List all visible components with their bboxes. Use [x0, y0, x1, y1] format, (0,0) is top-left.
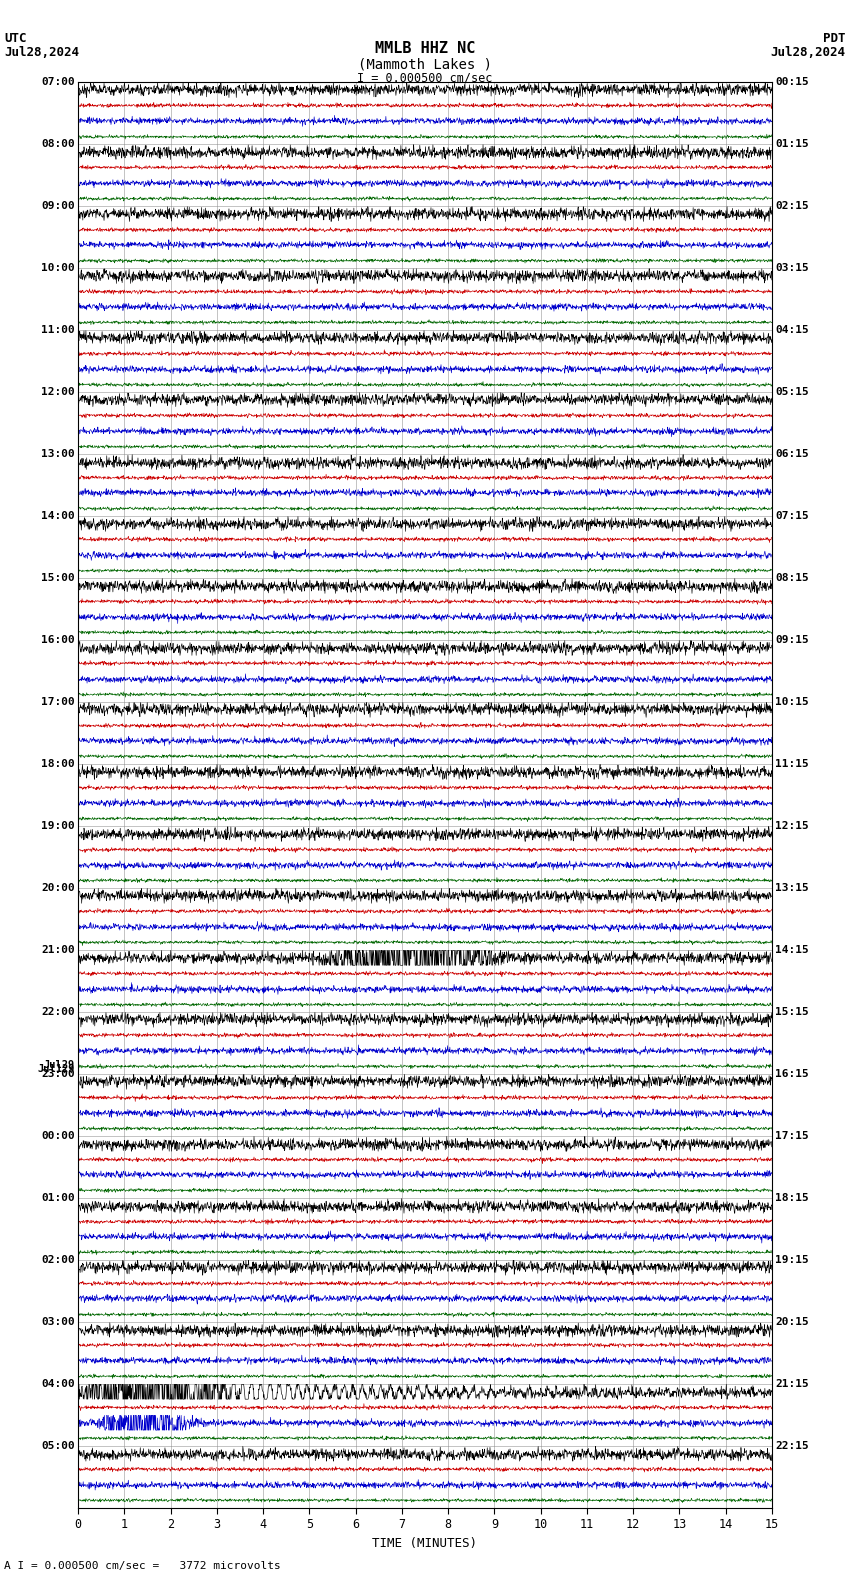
Text: 16:15: 16:15: [775, 1069, 809, 1079]
Text: 14:00: 14:00: [41, 512, 75, 521]
Text: UTC: UTC: [4, 32, 26, 44]
Text: Jul28,2024: Jul28,2024: [771, 46, 846, 59]
Text: 15:15: 15:15: [775, 1007, 809, 1017]
Text: 04:15: 04:15: [775, 325, 809, 336]
Text: 18:00: 18:00: [41, 759, 75, 770]
Text: 01:00: 01:00: [41, 1193, 75, 1204]
Text: 12:15: 12:15: [775, 821, 809, 832]
Text: 22:15: 22:15: [775, 1441, 809, 1451]
Text: 19:00: 19:00: [41, 821, 75, 832]
Text: 07:00: 07:00: [41, 78, 75, 87]
Text: Jul28,2024: Jul28,2024: [4, 46, 79, 59]
Text: 22:00: 22:00: [41, 1007, 75, 1017]
Text: MMLB HHZ NC: MMLB HHZ NC: [375, 41, 475, 55]
Text: 11:00: 11:00: [41, 325, 75, 336]
Text: 21:15: 21:15: [775, 1380, 809, 1389]
Text: 09:15: 09:15: [775, 635, 809, 645]
Text: 09:00: 09:00: [41, 201, 75, 211]
Text: 20:15: 20:15: [775, 1316, 809, 1327]
Text: 08:15: 08:15: [775, 573, 809, 583]
Text: 16:00: 16:00: [41, 635, 75, 645]
Text: 17:00: 17:00: [41, 697, 75, 706]
Text: 17:15: 17:15: [775, 1131, 809, 1140]
Text: 05:00: 05:00: [41, 1441, 75, 1451]
Text: 02:00: 02:00: [41, 1255, 75, 1266]
Text: 15:00: 15:00: [41, 573, 75, 583]
Text: 10:15: 10:15: [775, 697, 809, 706]
Text: 06:15: 06:15: [775, 450, 809, 459]
Text: 05:15: 05:15: [775, 386, 809, 398]
Text: 00:15: 00:15: [775, 78, 809, 87]
Text: 13:00: 13:00: [41, 450, 75, 459]
Text: 07:15: 07:15: [775, 512, 809, 521]
Text: A I = 0.000500 cm/sec =   3772 microvolts: A I = 0.000500 cm/sec = 3772 microvolts: [4, 1562, 281, 1571]
Text: 03:15: 03:15: [775, 263, 809, 274]
Text: 23:00: 23:00: [41, 1069, 75, 1079]
Text: 01:15: 01:15: [775, 139, 809, 149]
Text: 10:00: 10:00: [41, 263, 75, 274]
Text: 08:00: 08:00: [41, 139, 75, 149]
Text: 13:15: 13:15: [775, 884, 809, 893]
Text: I = 0.000500 cm/sec: I = 0.000500 cm/sec: [357, 71, 493, 84]
Text: 12:00: 12:00: [41, 386, 75, 398]
Text: (Mammoth Lakes ): (Mammoth Lakes ): [358, 57, 492, 71]
Text: 18:15: 18:15: [775, 1193, 809, 1204]
Text: Jul29: Jul29: [43, 1060, 75, 1069]
Text: 02:15: 02:15: [775, 201, 809, 211]
Text: 19:15: 19:15: [775, 1255, 809, 1266]
Text: 04:00: 04:00: [41, 1380, 75, 1389]
X-axis label: TIME (MINUTES): TIME (MINUTES): [372, 1536, 478, 1549]
Text: 03:00: 03:00: [41, 1316, 75, 1327]
Text: Jul129: Jul129: [37, 1064, 75, 1074]
Text: 00:00: 00:00: [41, 1131, 75, 1140]
Text: 20:00: 20:00: [41, 884, 75, 893]
Text: 11:15: 11:15: [775, 759, 809, 770]
Text: 21:00: 21:00: [41, 946, 75, 955]
Text: 14:15: 14:15: [775, 946, 809, 955]
Text: PDT: PDT: [824, 32, 846, 44]
